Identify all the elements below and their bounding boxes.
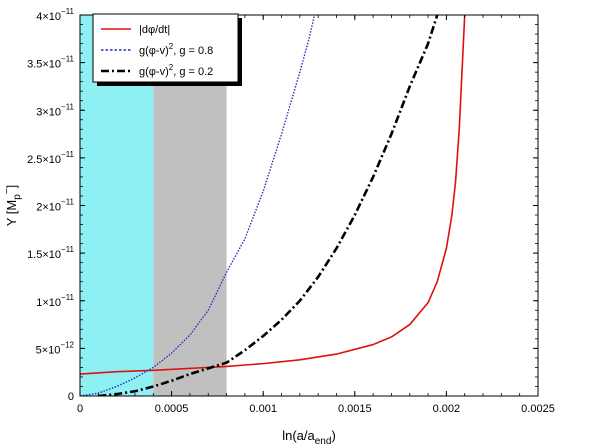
- y-tick-label: 1.5×10−11: [27, 245, 74, 261]
- y-tick-label: 5×10−12: [36, 340, 75, 356]
- x-axis-label: ln(a/aend): [282, 428, 336, 447]
- y-axis-ticks: 0 5×10−12 1×10−11 1.5×10−11 2×10−11 2.5×10−11…: [27, 7, 538, 403]
- y-tick-label: 3×10−11: [36, 102, 74, 118]
- legend-label-0: |dφ/dt|: [139, 24, 170, 36]
- x-axis-ticks: 0 0.0005 0.001 0.0015 0.002 0.0025: [77, 15, 555, 415]
- y-tick-label: 2.5×10−11: [27, 150, 74, 166]
- y-axis-label: Y [Mp−]: [2, 185, 23, 227]
- x-tick-label: 0: [77, 403, 83, 415]
- y-tick-label: 3.5×10−11: [27, 55, 74, 71]
- y-tick-label: 1×10−11: [36, 293, 74, 309]
- series-line-2: [98, 15, 439, 396]
- series-line-1: [80, 15, 316, 396]
- series-layer: [80, 15, 466, 396]
- x-tick-label: 0.0025: [521, 403, 555, 415]
- y-tick-label: 4×10−11: [36, 7, 74, 23]
- x-tick-label: 0.0005: [155, 403, 189, 415]
- legend: |dφ/dt| g(φ-v)2, g = 0.8 g(φ-v)2, g = 0.2: [92, 13, 242, 86]
- series-line-0: [80, 15, 466, 375]
- legend-label-1: g(φ-v)2, g = 0.8: [139, 42, 213, 57]
- x-tick-label: 0.0015: [338, 403, 372, 415]
- y-tick-label: 0: [68, 391, 74, 403]
- x-tick-label: 0.001: [249, 403, 277, 415]
- legend-label-2: g(φ-v)2, g = 0.2: [139, 63, 213, 78]
- x-tick-label: 0.002: [433, 403, 461, 415]
- y-tick-label: 2×10−11: [36, 198, 74, 214]
